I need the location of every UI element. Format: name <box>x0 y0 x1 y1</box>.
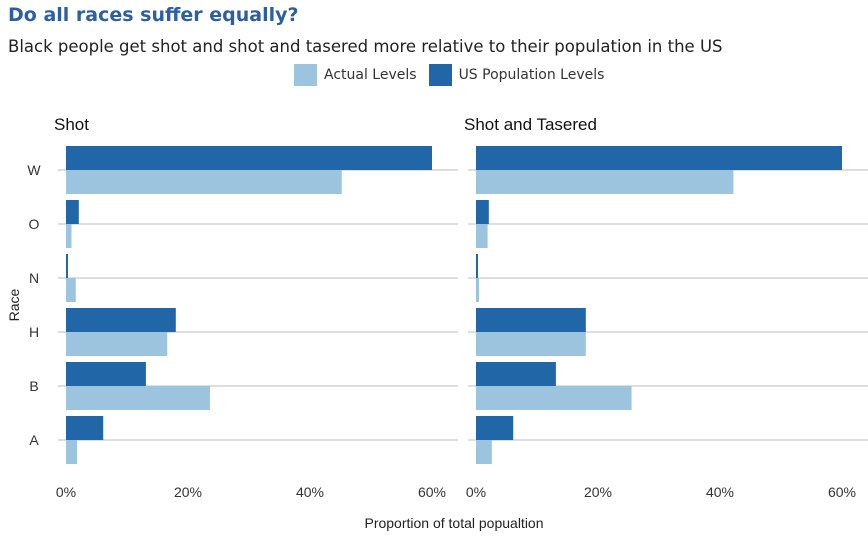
y-tick-label-a: A <box>29 432 39 448</box>
y-tick-label-h: H <box>29 324 39 340</box>
legend-item-actual: Actual Levels <box>294 64 417 86</box>
bar-shot-population-a <box>66 416 104 440</box>
chart-title: Do all races suffer equally? <box>8 4 299 26</box>
bar-shot-population-n <box>66 254 68 278</box>
legend: Actual Levels US Population Levels <box>294 64 616 86</box>
y-tick-label-o: O <box>29 216 40 232</box>
bar-shot-and-tasered-population-b <box>476 362 556 386</box>
legend-label-actual: Actual Levels <box>324 67 417 83</box>
y-tick-label-n: N <box>29 270 39 286</box>
bar-shot-and-tasered-population-n <box>476 254 478 278</box>
x-tick-label-shot-and-tasered-2: 40% <box>706 484 734 500</box>
bar-shot-population-h <box>66 308 176 332</box>
bar-shot-and-tasered-actual-n <box>476 278 480 302</box>
bar-shot-actual-o <box>66 224 72 248</box>
bar-shot-and-tasered-actual-b <box>476 386 632 410</box>
y-tick-label-b: B <box>29 378 38 394</box>
legend-label-population: US Population Levels <box>458 67 605 83</box>
bar-shot-and-tasered-actual-w <box>476 170 734 194</box>
y-tick-label-w: W <box>27 162 41 178</box>
x-tick-label-shot-and-tasered-0: 0% <box>466 484 486 500</box>
legend-swatch-population <box>428 64 452 86</box>
legend-swatch-actual <box>294 64 317 86</box>
panel-title-shot-and-tasered: Shot and Tasered <box>464 115 597 134</box>
bar-shot-population-o <box>66 200 79 224</box>
bar-shot-and-tasered-population-w <box>476 146 842 170</box>
bar-shot-and-tasered-actual-h <box>476 332 586 356</box>
x-axis-title: Proportion of total popualtion <box>364 515 543 531</box>
bar-shot-and-tasered-population-a <box>476 416 514 440</box>
bar-shot-actual-h <box>66 332 168 356</box>
x-tick-label-shot-0: 0% <box>56 484 76 500</box>
bar-shot-population-b <box>66 362 146 386</box>
bar-shot-and-tasered-population-h <box>476 308 586 332</box>
bar-shot-actual-n <box>66 278 76 302</box>
legend-item-population: US Population Levels <box>428 64 605 86</box>
x-tick-label-shot-1: 20% <box>174 484 202 500</box>
bar-shot-actual-b <box>66 386 210 410</box>
bar-shot-and-tasered-population-o <box>476 200 489 224</box>
bar-shot-and-tasered-actual-o <box>476 224 488 248</box>
x-tick-label-shot-3: 60% <box>418 484 446 500</box>
x-tick-label-shot-2: 40% <box>296 484 324 500</box>
bar-shot-population-w <box>66 146 432 170</box>
x-tick-label-shot-and-tasered-3: 60% <box>828 484 856 500</box>
chart-subtitle: Black people get shot and shot and taser… <box>8 37 723 56</box>
y-axis-title: Race <box>6 288 22 321</box>
bar-shot-actual-a <box>66 440 77 464</box>
bar-shot-and-tasered-actual-a <box>476 440 492 464</box>
x-tick-label-shot-and-tasered-1: 20% <box>584 484 612 500</box>
panel-title-shot: Shot <box>54 115 89 134</box>
bar-shot-actual-w <box>66 170 342 194</box>
